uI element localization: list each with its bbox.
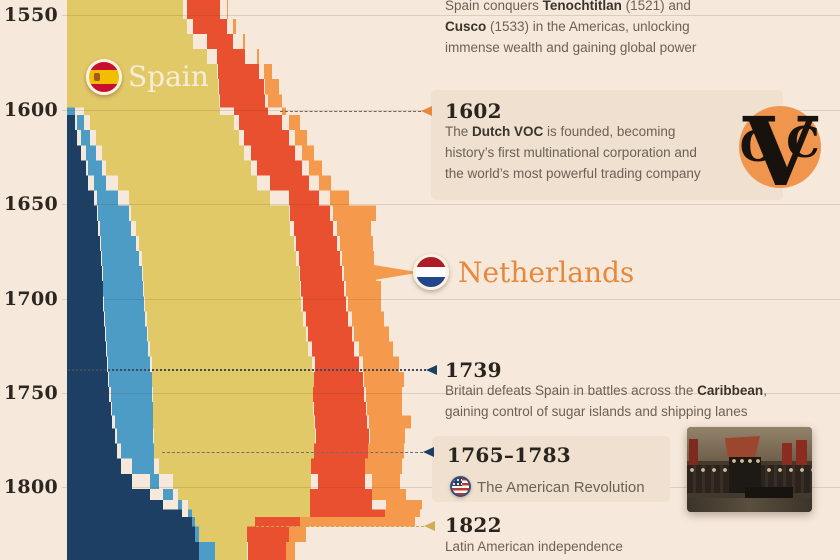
netherlands-label: Netherlands	[458, 256, 635, 289]
annotation-caribbean-bold: Caribbean	[697, 383, 764, 398]
stream-band-Spain	[67, 0, 318, 560]
annotation-americas-text3: (1533) in the Americas, unlocking	[486, 19, 690, 34]
annotation-caribbean-text: Britain defeats Spain in battles across …	[445, 383, 698, 398]
stream-band-Netherlands	[227, 0, 422, 560]
annotation-americas-bold-tenochtitlan: Tenochtitlan	[542, 0, 622, 13]
callout-arrow-1602	[421, 106, 432, 116]
leader-line-1765	[162, 452, 423, 453]
annotation-voc-text3: history’s first multinational corporatio…	[445, 145, 697, 160]
annotation-voc-text: The	[445, 124, 473, 139]
painting-banner-right-2	[796, 440, 807, 475]
axis-tick-1800: 1800	[3, 476, 58, 498]
voc-letter-o: O	[740, 122, 777, 171]
netherlands-flag-icon	[413, 254, 449, 290]
event-year-1602: 1602	[445, 99, 502, 123]
axis-tick-1650: 1650	[3, 193, 58, 215]
callout-arrow-1822	[424, 521, 435, 531]
painting-floor	[687, 498, 812, 512]
event-card-1765	[432, 436, 670, 502]
spain-emblem	[94, 73, 100, 81]
leader-line-1739	[68, 369, 426, 371]
stream-band-red-power	[187, 0, 386, 560]
axis-tick-1700: 1700	[3, 288, 58, 310]
stream-band-dark-blue-power	[67, 0, 199, 560]
annotation-latin-america-text: Latin American independence	[445, 539, 623, 554]
event-card-1602	[431, 90, 783, 200]
annotation-voc-text4: the world’s most powerful trading compan…	[445, 166, 701, 181]
annotation-americas-text: Spain conquers	[445, 0, 543, 13]
voc-logo-circle	[739, 106, 821, 188]
event-year-1739: 1739	[445, 358, 502, 382]
annotation-caribbean-text3: gaining control of sugar islands and shi…	[445, 404, 748, 419]
gridline-1650	[62, 204, 840, 205]
event-year-1765: 1765–1783	[447, 443, 572, 467]
annotation-voc-bold: Dutch VOC	[472, 124, 544, 139]
callout-arrow-1739	[426, 365, 437, 375]
gridline-1550	[62, 15, 840, 16]
painting-banner-right-1	[782, 443, 792, 473]
gridline-1750	[62, 393, 840, 394]
spain-label: Spain	[128, 60, 209, 93]
annotation-voc-text2: is founded, becoming	[543, 124, 676, 139]
gridline-1700	[62, 299, 840, 300]
callout-arrow-1765	[423, 447, 434, 457]
voc-letter-v: V	[742, 99, 819, 199]
stream-band-light-blue-power	[67, 0, 215, 560]
voc-letter-c: C	[786, 118, 819, 167]
us-flag-canton	[452, 478, 462, 486]
axis-tick-1750: 1750	[3, 382, 58, 404]
annotation-revolution-caption: The American Revolution	[477, 479, 645, 496]
leader-line-1602	[280, 111, 421, 112]
axis-tick-1550: 1550	[3, 4, 58, 26]
event-year-1822: 1822	[445, 513, 502, 537]
annotation-voc: The Dutch VOC is founded, becoming histo…	[445, 121, 701, 184]
voc-logo: O C V	[739, 99, 821, 199]
spain-flag-icon	[86, 59, 122, 95]
annotation-americas-text2: (1521) and	[621, 0, 691, 13]
annotation-americas-text4: immense wealth and gaining global power	[445, 40, 697, 55]
annotation-americas: Spain conquers Tenochtitlan (1521) and C…	[445, 0, 696, 58]
declaration-painting-image	[687, 427, 812, 512]
axis-tick-1600: 1600	[3, 99, 58, 121]
annotation-caribbean-text2: ,	[763, 383, 767, 398]
leader-line-1822	[256, 526, 424, 527]
annotation-latin-america: Latin American independence	[445, 536, 623, 557]
annotation-caribbean: Britain defeats Spain in battles across …	[445, 380, 767, 422]
painting-banner-left	[689, 439, 698, 479]
annotation-americas-bold-cusco: Cusco	[445, 19, 487, 34]
us-flag-icon	[450, 476, 471, 497]
